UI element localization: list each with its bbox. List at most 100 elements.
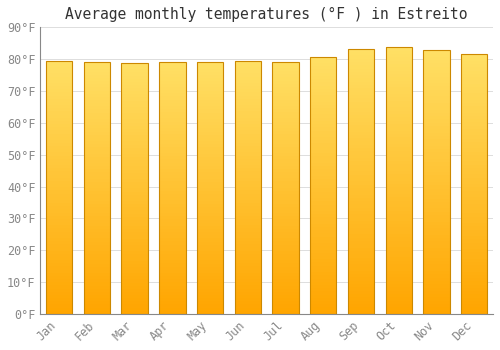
Bar [424, 241, 450, 245]
Bar [424, 96, 450, 100]
Bar [122, 295, 148, 298]
Bar [159, 169, 186, 172]
Bar [386, 121, 412, 124]
Bar [159, 223, 186, 226]
Bar [84, 308, 110, 311]
Bar [84, 176, 110, 178]
Bar [310, 195, 336, 198]
Bar [122, 276, 148, 279]
Bar [461, 64, 487, 67]
Bar [46, 301, 72, 304]
Bar [272, 238, 299, 242]
Bar [234, 308, 261, 311]
Bar [84, 81, 110, 84]
Bar [46, 80, 72, 83]
Bar [122, 223, 148, 226]
Bar [424, 238, 450, 242]
Bar [310, 131, 336, 134]
Bar [424, 113, 450, 116]
Bar [234, 111, 261, 114]
Bar [84, 264, 110, 267]
Bar [197, 282, 224, 286]
Bar [234, 162, 261, 165]
Bar [424, 133, 450, 136]
Bar [386, 244, 412, 247]
Bar [197, 248, 224, 251]
Bar [197, 311, 224, 314]
Bar [46, 251, 72, 254]
Bar [272, 80, 299, 84]
Bar [159, 109, 186, 112]
Bar [310, 253, 336, 256]
Bar [159, 71, 186, 74]
Bar [197, 295, 224, 298]
Bar [348, 301, 374, 304]
Bar [272, 172, 299, 175]
Bar [122, 148, 148, 151]
Bar [84, 173, 110, 176]
Bar [122, 292, 148, 295]
Bar [122, 242, 148, 245]
Bar [84, 301, 110, 304]
Bar [197, 279, 224, 282]
Bar [461, 148, 487, 152]
Bar [159, 219, 186, 223]
Bar [46, 146, 72, 149]
Bar [46, 108, 72, 111]
Bar [234, 133, 261, 137]
Bar [310, 259, 336, 262]
Bar [46, 197, 72, 200]
Bar [272, 188, 299, 191]
Bar [310, 240, 336, 243]
Bar [159, 121, 186, 125]
Bar [46, 83, 72, 86]
Bar [46, 143, 72, 146]
Bar [310, 134, 336, 137]
Bar [46, 295, 72, 298]
Bar [197, 100, 224, 103]
Bar [159, 213, 186, 216]
Bar [159, 245, 186, 248]
Bar [272, 175, 299, 178]
Bar [46, 187, 72, 190]
Bar [46, 140, 72, 143]
Bar [310, 169, 336, 172]
Bar [122, 220, 148, 223]
Bar [386, 91, 412, 94]
Bar [272, 84, 299, 87]
Bar [84, 154, 110, 157]
Bar [46, 127, 72, 130]
Bar [348, 261, 374, 264]
Bar [424, 162, 450, 166]
Bar [234, 86, 261, 89]
Bar [122, 245, 148, 248]
Bar [424, 294, 450, 298]
Bar [348, 195, 374, 198]
Bar [197, 213, 224, 216]
Bar [386, 184, 412, 187]
Bar [84, 254, 110, 257]
Bar [310, 121, 336, 124]
Bar [272, 118, 299, 121]
Bar [272, 308, 299, 311]
Bar [310, 266, 336, 269]
Bar [310, 185, 336, 188]
Bar [46, 273, 72, 276]
Bar [461, 301, 487, 304]
Bar [424, 281, 450, 284]
Bar [461, 194, 487, 197]
Bar [272, 169, 299, 172]
Bar [46, 178, 72, 181]
Bar [197, 229, 224, 232]
Bar [84, 157, 110, 160]
Bar [386, 227, 412, 231]
Bar [386, 84, 412, 88]
Bar [272, 99, 299, 103]
Bar [46, 266, 72, 270]
Bar [348, 241, 374, 244]
Bar [461, 119, 487, 122]
Bar [197, 88, 224, 91]
Bar [386, 88, 412, 91]
Bar [272, 301, 299, 304]
Bar [310, 79, 336, 82]
